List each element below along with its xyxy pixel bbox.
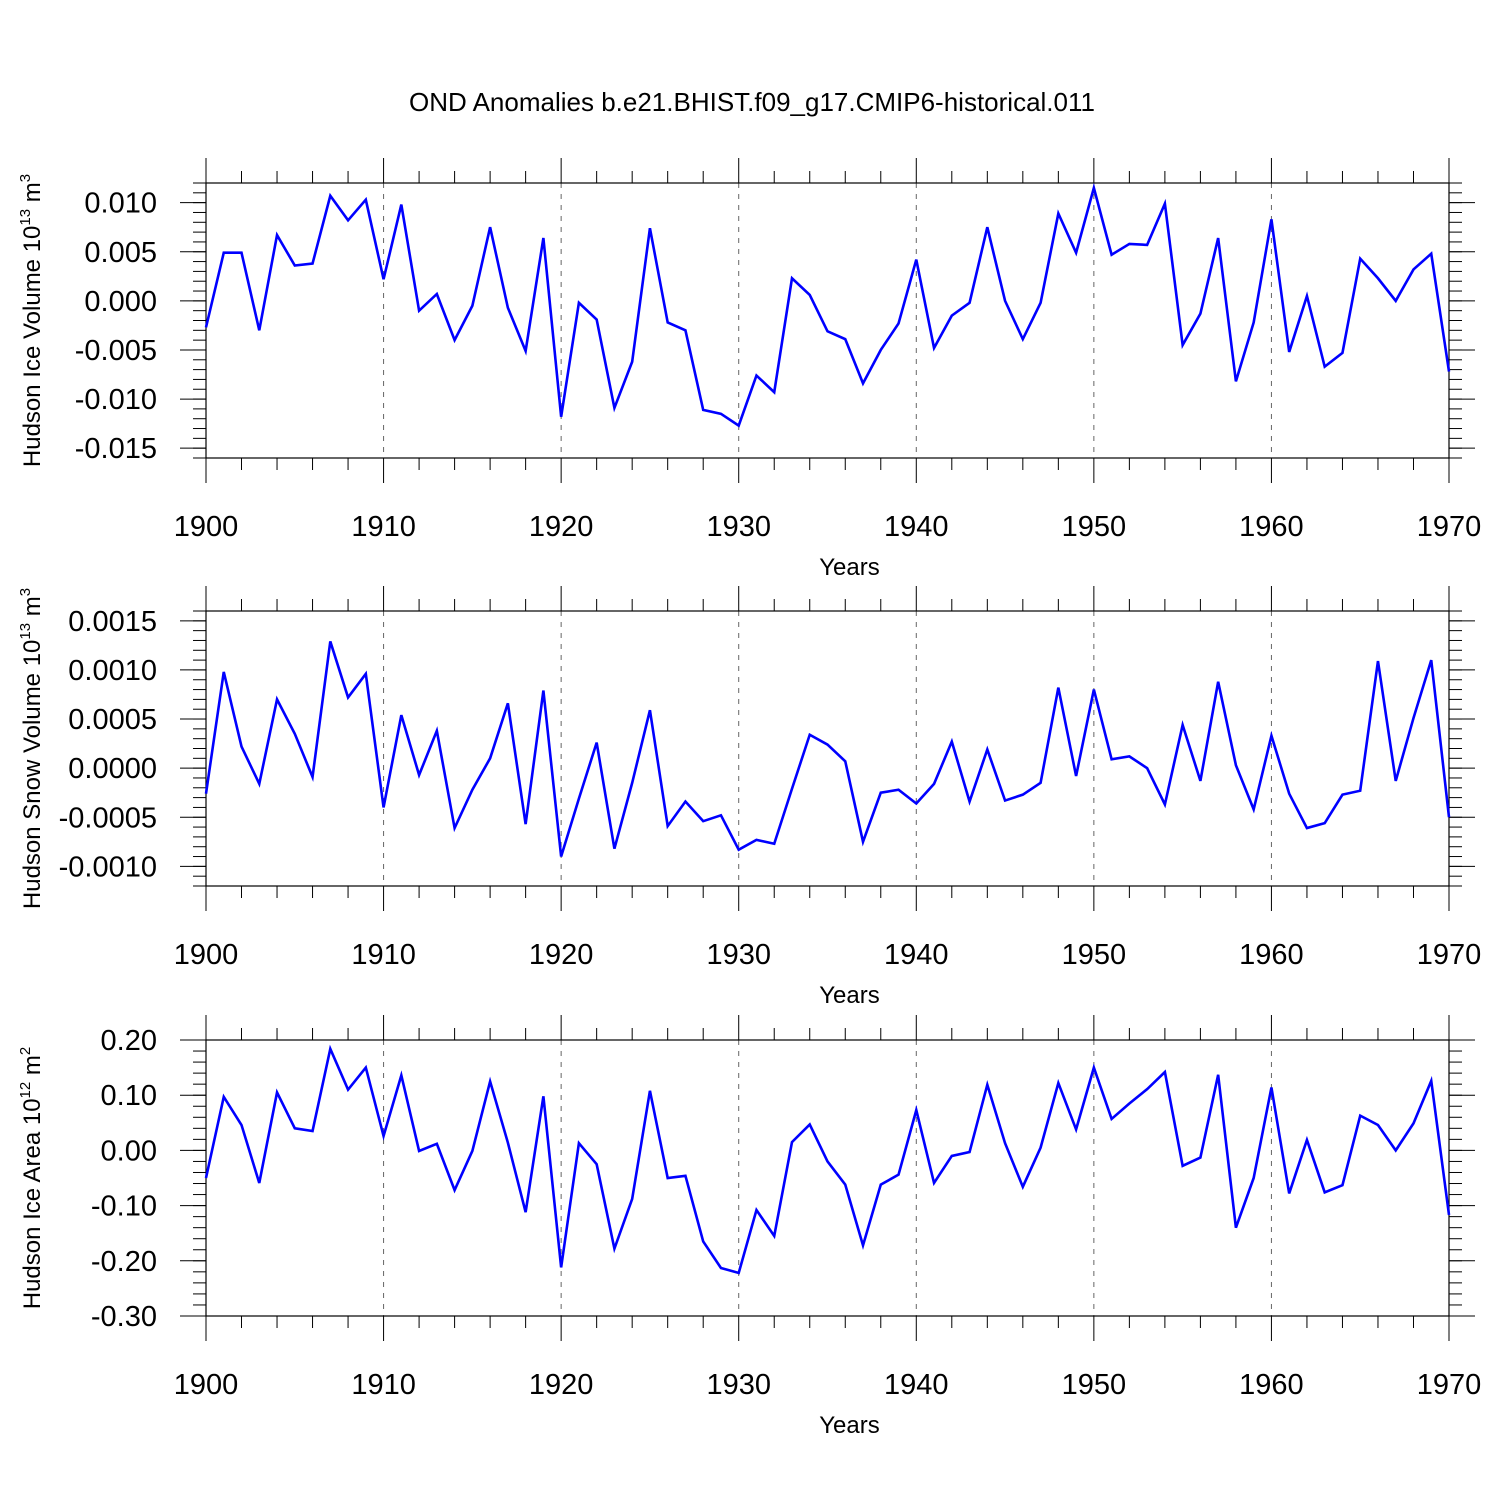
- panel-ice-volume: 1900 1910 1920 1930 1940 1950 1960 1970 Years 0.0…: [17, 158, 1481, 581]
- y-tick-label: -0.0005: [59, 802, 157, 834]
- series-line: [204, 641, 1451, 857]
- y-tick-label: -0.015: [75, 433, 157, 465]
- y-label-unit-exponent: 3: [17, 174, 34, 182]
- y-label-base: Hudson Ice Area 10: [19, 1098, 46, 1309]
- y-tick-label: -0.20: [91, 1246, 157, 1278]
- x-tick-label: 1930: [706, 1369, 771, 1401]
- y-label-unit: m: [19, 182, 46, 209]
- figure-title: OND Anomalies b.e21.BHIST.f09_g17.CMIP6-…: [409, 87, 1095, 117]
- y-tick-label: 0.010: [84, 188, 157, 220]
- y-tick-label: 0.0010: [68, 655, 157, 687]
- y-tick-label: -0.005: [75, 335, 157, 367]
- y-tick-label: 0.0005: [68, 704, 157, 736]
- x-tick-label: 1970: [1417, 939, 1482, 971]
- x-tick-label: 1940: [884, 511, 949, 543]
- x-tick-label: 1910: [351, 511, 416, 543]
- series-line: [204, 182, 1451, 428]
- y-tick-label: -0.010: [75, 384, 157, 416]
- x-tick-label: 1970: [1417, 511, 1482, 543]
- y-label-exponent: 13: [17, 623, 34, 640]
- x-tick-label: 1940: [884, 1369, 949, 1401]
- y-tick-label: 0.000: [84, 286, 157, 318]
- panel-ice-area: 1900 1910 1920 1930 1940 1950 1960 1970 Years 0.2…: [17, 1015, 1481, 1439]
- x-tick-label: 1950: [1062, 511, 1127, 543]
- x-tick-label: 1900: [174, 511, 239, 543]
- y-label-base: Hudson Snow Volume 10: [19, 640, 46, 910]
- plot-border: [205, 1039, 1450, 1317]
- y-tick-label: 0.00: [101, 1135, 157, 1167]
- y-tick-label: -0.0010: [59, 851, 157, 883]
- y-tick-label: 0.0015: [68, 606, 157, 638]
- y-tick-label: 0.0000: [68, 753, 157, 785]
- y-axis-label: Hudson Snow Volume 1013 m3: [17, 588, 46, 909]
- x-tick-label: 1910: [351, 939, 416, 971]
- y-label-unit-exponent: 3: [17, 588, 34, 596]
- x-tick-label: 1950: [1062, 939, 1127, 971]
- y-tick-label: -0.10: [91, 1191, 157, 1223]
- y-label-unit: m: [19, 596, 46, 623]
- x-tick-label: 1960: [1239, 511, 1304, 543]
- x-tick-label: 1930: [706, 939, 771, 971]
- series-line: [204, 1044, 1451, 1275]
- x-tick-label: 1920: [529, 511, 594, 543]
- y-tick-label: 0.005: [84, 237, 157, 269]
- x-tick-label: 1910: [351, 1369, 416, 1401]
- y-label-exponent: 13: [17, 209, 34, 226]
- x-tick-label: 1930: [706, 511, 771, 543]
- panel-snow-volume: 1900 1910 1920 1930 1940 1950 1960 1970 Years 0.0…: [17, 586, 1481, 1009]
- x-tick-label: 1920: [529, 939, 594, 971]
- x-tick-label: 1960: [1239, 1369, 1304, 1401]
- x-tick-label: 1950: [1062, 1369, 1127, 1401]
- x-axis-label: Years: [819, 982, 880, 1009]
- y-tick-label: 0.20: [101, 1025, 157, 1057]
- y-axis-label: Hudson Ice Volume 1013 m3: [17, 174, 46, 467]
- y-label-base: Hudson Ice Volume 10: [19, 226, 46, 468]
- y-label-unit-exponent: 2: [17, 1047, 34, 1055]
- plot-border: [205, 610, 1450, 887]
- y-tick-label: -0.30: [91, 1301, 157, 1333]
- x-tick-label: 1900: [174, 1369, 239, 1401]
- x-tick-label: 1900: [174, 939, 239, 971]
- y-label-unit: m: [19, 1055, 46, 1082]
- x-tick-label: 1970: [1417, 1369, 1482, 1401]
- x-tick-label: 1960: [1239, 939, 1304, 971]
- x-axis-label: Years: [819, 1412, 880, 1439]
- x-tick-label: 1940: [884, 939, 949, 971]
- x-tick-label: 1920: [529, 1369, 594, 1401]
- plot-border: [205, 182, 1450, 459]
- x-axis-label: Years: [819, 554, 880, 581]
- y-label-exponent: 12: [17, 1082, 34, 1099]
- y-axis-label: Hudson Ice Area 1012 m2: [17, 1047, 46, 1310]
- y-tick-label: 0.10: [101, 1080, 157, 1112]
